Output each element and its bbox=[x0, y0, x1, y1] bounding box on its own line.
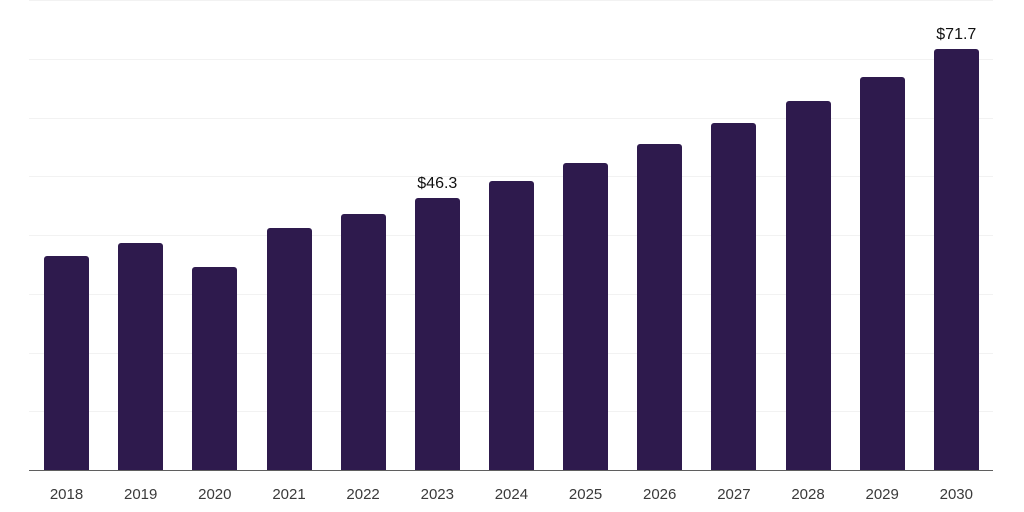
bar-2024 bbox=[488, 180, 534, 470]
bar-2025 bbox=[563, 163, 609, 470]
gridline-60 bbox=[29, 117, 993, 119]
bar-2021 bbox=[266, 227, 312, 470]
bar-2027 bbox=[711, 123, 757, 470]
bar-2019 bbox=[118, 242, 164, 470]
data-label-2030: $71.7 bbox=[936, 25, 977, 43]
x-tick-label-2029: 2029 bbox=[865, 486, 899, 503]
x-axis-line bbox=[29, 470, 993, 471]
x-tick-label-2018: 2018 bbox=[49, 486, 84, 503]
bar-2018 bbox=[44, 255, 89, 470]
x-tick-label-2026: 2026 bbox=[643, 486, 677, 503]
gridline-80 bbox=[29, 0, 993, 1]
x-tick-label-2021: 2021 bbox=[272, 486, 306, 503]
x-tick-label-2024: 2024 bbox=[494, 486, 529, 503]
bar-2020 bbox=[192, 266, 238, 470]
gridline-50 bbox=[29, 176, 993, 178]
x-tick-label-2019: 2019 bbox=[124, 486, 158, 503]
gridline-70 bbox=[29, 58, 993, 60]
data-label-2023: $46.3 bbox=[417, 175, 458, 192]
bar-2023 bbox=[414, 198, 460, 470]
bar-2028 bbox=[785, 100, 831, 470]
x-tick-label-2020: 2020 bbox=[198, 486, 232, 503]
bar-2026 bbox=[637, 143, 683, 470]
bar-2029 bbox=[859, 77, 905, 470]
x-tick-label-2025: 2025 bbox=[568, 486, 603, 503]
x-tick-label-2030: 2030 bbox=[939, 486, 973, 503]
x-tick-label-2027: 2027 bbox=[717, 486, 751, 503]
x-tick-label-2023: 2023 bbox=[420, 486, 454, 503]
bar-2022 bbox=[340, 213, 386, 470]
x-tick-label-2028: 2028 bbox=[791, 486, 825, 503]
bar-2030 bbox=[933, 48, 979, 470]
x-tick-label-2022: 2022 bbox=[346, 486, 380, 503]
